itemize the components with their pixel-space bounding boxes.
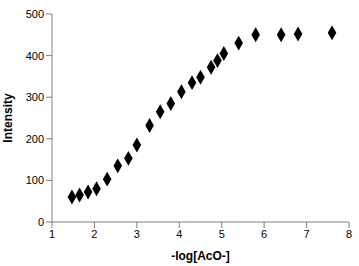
svg-text:7: 7: [304, 228, 310, 240]
svg-text:200: 200: [26, 133, 44, 145]
svg-text:5: 5: [219, 228, 225, 240]
svg-text:-log[AcO-]: -log[AcO-]: [171, 249, 230, 263]
svg-text:2: 2: [91, 228, 97, 240]
svg-text:0: 0: [38, 216, 44, 228]
svg-text:400: 400: [26, 50, 44, 62]
svg-text:300: 300: [26, 91, 44, 103]
svg-text:500: 500: [26, 8, 44, 20]
svg-text:3: 3: [134, 228, 140, 240]
svg-text:6: 6: [261, 228, 267, 240]
svg-text:100: 100: [26, 174, 44, 186]
svg-text:4: 4: [176, 228, 182, 240]
svg-text:8: 8: [346, 228, 351, 240]
svg-text:1: 1: [49, 228, 55, 240]
svg-text:Intensity: Intensity: [8, 93, 15, 143]
